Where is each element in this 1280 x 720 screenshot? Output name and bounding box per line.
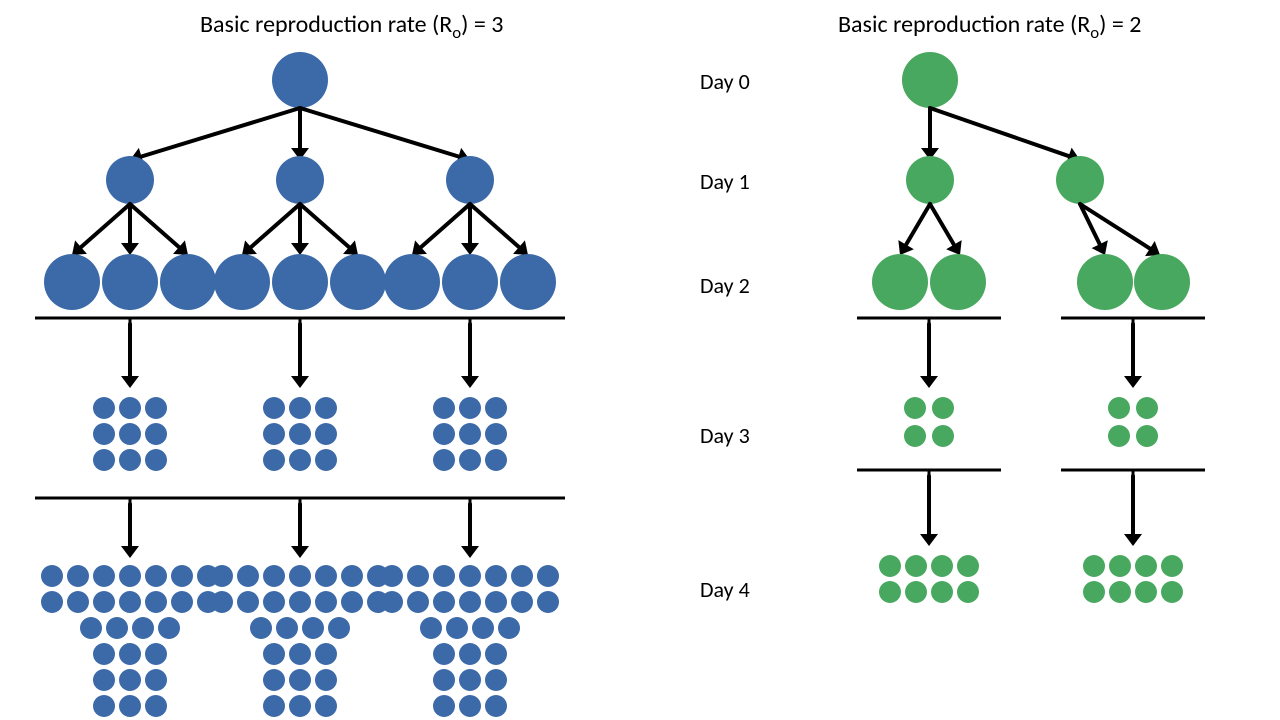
diagram-svg xyxy=(0,0,1280,720)
diagram-root: { "canvas": { "width": 1280, "height": 7… xyxy=(0,0,1280,720)
